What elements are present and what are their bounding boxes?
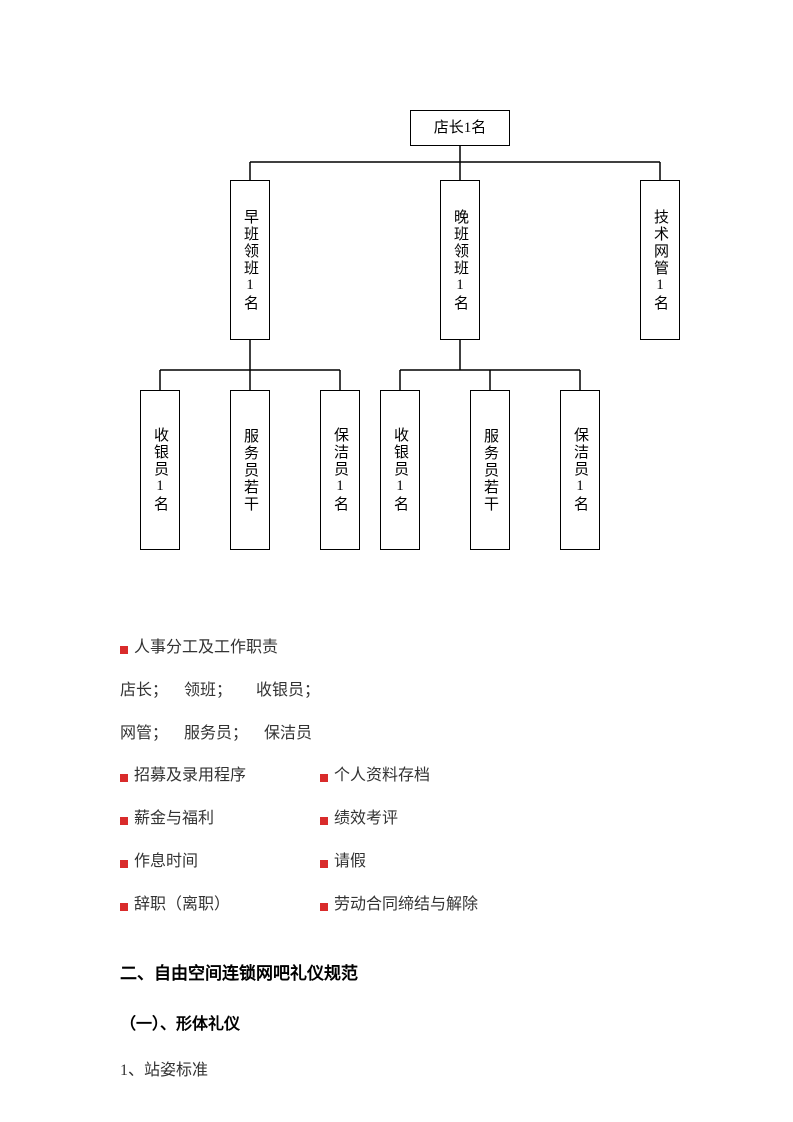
bullet-pair-row: 薪金与福利 绩效考评: [120, 801, 680, 838]
org-node-label: 服务员若干: [481, 428, 499, 513]
roles-line-1: 店长； 领班； 收银员；: [120, 673, 680, 710]
bullet-icon: [120, 646, 128, 654]
bullet-item: 人事分工及工作职责: [120, 630, 278, 667]
org-node-label: 晚班领班1名: [451, 209, 469, 312]
bullet-text: 请假: [334, 844, 366, 881]
org-node-waiter-l: 服务员若干: [230, 390, 270, 550]
org-node-label: 收银员1名: [151, 427, 169, 513]
org-node-label: 店长1名: [434, 119, 487, 137]
bullet-pair-row: 作息时间 请假: [120, 844, 680, 881]
body-content: 人事分工及工作职责 店长； 领班； 收银员； 网管； 服务员； 保洁员 招募及录…: [120, 630, 680, 1090]
bullet-icon: [120, 817, 128, 825]
org-node-label: 早班领班1名: [241, 209, 259, 312]
org-node-label: 保洁员1名: [571, 427, 589, 513]
org-node-tech-admin: 技术网管1名: [640, 180, 680, 340]
bullet-item: 辞职（离职）: [120, 887, 320, 924]
bullet-item: 招募及录用程序: [120, 758, 320, 795]
roles-line-2: 网管； 服务员； 保洁员: [120, 716, 680, 753]
org-node-cashier-l: 收银员1名: [140, 390, 180, 550]
org-node-waiter-r: 服务员若干: [470, 390, 510, 550]
bullet-icon: [320, 774, 328, 782]
bullet-text: 薪金与福利: [134, 801, 214, 838]
org-node-label: 保洁员1名: [331, 427, 349, 513]
bullet-icon: [320, 860, 328, 868]
bullet-icon: [120, 860, 128, 868]
org-node-cleaner-l: 保洁员1名: [320, 390, 360, 550]
subsection-1-heading: （一）、形体礼仪: [120, 1007, 680, 1044]
org-node-label: 服务员若干: [241, 428, 259, 513]
bullet-icon: [320, 903, 328, 911]
org-node-morning-lead: 早班领班1名: [230, 180, 270, 340]
org-chart: 店长1名 早班领班1名 晚班领班1名 技术网管1名 收银员1名 服务员若干 保洁…: [100, 100, 700, 600]
bullet-pair-row: 招募及录用程序 个人资料存档: [120, 758, 680, 795]
item-1: 1、站姿标准: [120, 1053, 680, 1090]
bullet-text: 绩效考评: [334, 801, 398, 838]
bullet-item: 绩效考评: [320, 801, 398, 838]
bullet-item: 作息时间: [120, 844, 320, 881]
org-node-evening-lead: 晚班领班1名: [440, 180, 480, 340]
bullet-text: 作息时间: [134, 844, 198, 881]
section-2-heading: 二、自由空间连锁网吧礼仪规范: [120, 954, 680, 993]
bullet-item: 劳动合同缔结与解除: [320, 887, 478, 924]
hr-heading-text: 人事分工及工作职责: [134, 630, 278, 667]
org-node-root: 店长1名: [410, 110, 510, 146]
bullet-icon: [120, 903, 128, 911]
org-node-label: 技术网管1名: [651, 209, 669, 312]
org-node-cleaner-r: 保洁员1名: [560, 390, 600, 550]
bullet-text: 劳动合同缔结与解除: [334, 887, 478, 924]
bullet-text: 个人资料存档: [334, 758, 430, 795]
bullet-item: 薪金与福利: [120, 801, 320, 838]
bullet-pair-row: 辞职（离职） 劳动合同缔结与解除: [120, 887, 680, 924]
bullet-icon: [320, 817, 328, 825]
hr-heading-row: 人事分工及工作职责: [120, 630, 680, 667]
bullet-item: 请假: [320, 844, 366, 881]
bullet-icon: [120, 774, 128, 782]
bullet-text: 辞职（离职）: [134, 887, 230, 924]
org-node-cashier-r: 收银员1名: [380, 390, 420, 550]
bullet-text: 招募及录用程序: [134, 758, 246, 795]
bullet-item: 个人资料存档: [320, 758, 430, 795]
org-node-label: 收银员1名: [391, 427, 409, 513]
